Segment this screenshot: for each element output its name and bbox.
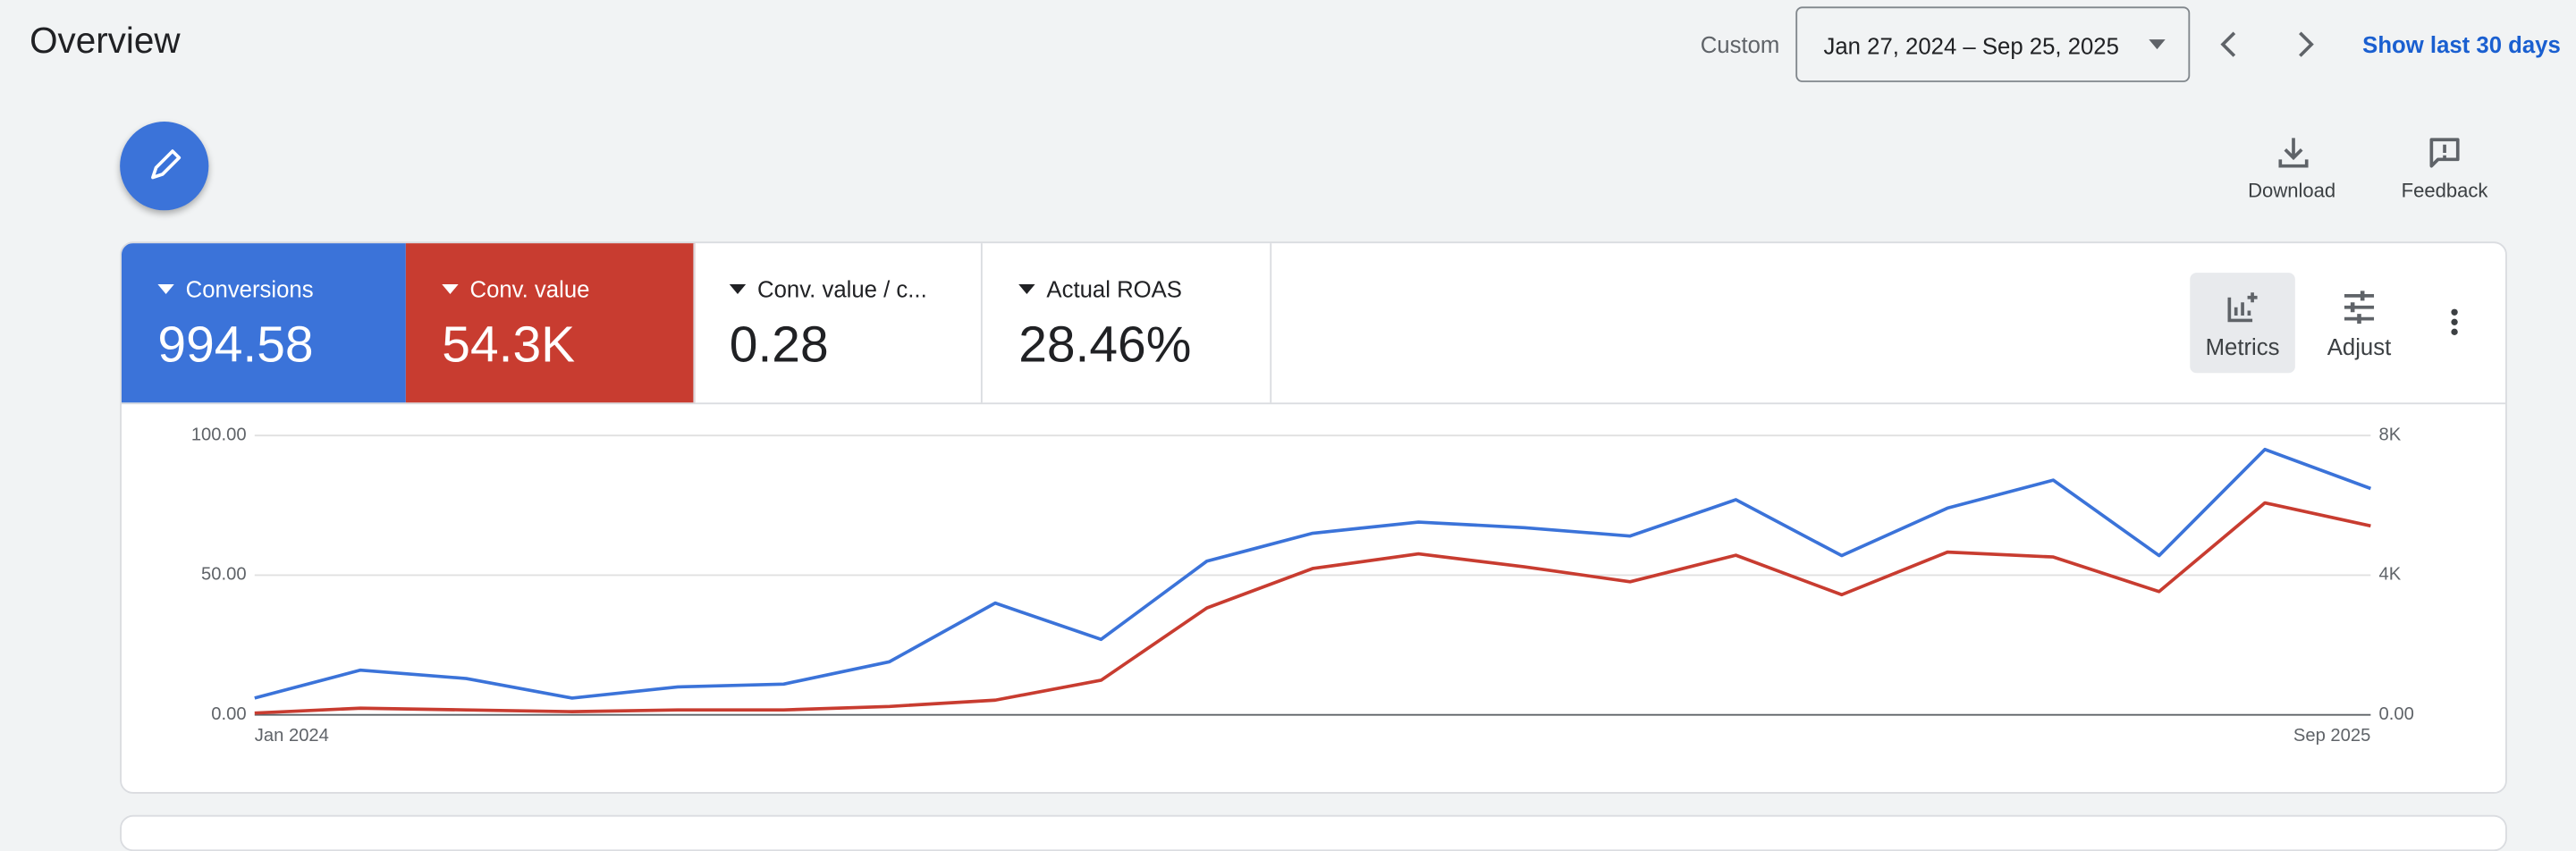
adjust-button[interactable]: Adjust [2307, 273, 2412, 373]
x-tick-label: Jan 2024 [255, 726, 329, 746]
scorecard[interactable]: Conv. value / c... 0.28 [693, 243, 983, 403]
next-period[interactable] [2285, 25, 2325, 64]
chart-card: Conversions 994.58 Conv. value 54.3K Con… [120, 241, 2507, 794]
show-last-30-days[interactable]: Show last 30 days [2362, 30, 2561, 58]
download-icon [2278, 138, 2309, 168]
y2-tick-label: 4K [2379, 565, 2402, 585]
y-tick-label: 50.00 [201, 565, 247, 585]
more-options[interactable] [2438, 306, 2471, 339]
scorecard-value: 54.3K [442, 315, 576, 374]
divider [121, 402, 2506, 405]
scorecard[interactable]: Conversions 994.58 [121, 243, 406, 403]
series-line [254, 501, 2371, 715]
range-label: Custom [1700, 30, 1780, 58]
feedback-icon [2429, 138, 2460, 168]
feedback-label: Feedback [2401, 179, 2488, 203]
metrics-button[interactable]: Metrics [2190, 273, 2295, 374]
download-button[interactable]: Download [2234, 135, 2350, 204]
adjust-icon [2344, 291, 2375, 324]
date-range-picker[interactable]: Jan 27, 2024 – Sep 25, 2025 [1795, 6, 2191, 82]
series-line [254, 447, 2372, 700]
line-chart: 0.00 50.00 100.00 0.00 4K 8K Jan 2024 Sep 2025 [191, 425, 2414, 746]
page-title: Overview [30, 20, 181, 62]
date-range: Jan 27, 2024 – Sep 25, 2025 [1823, 32, 2119, 60]
metrics-label: Metrics [2205, 333, 2280, 360]
previous-period[interactable] [2209, 25, 2249, 64]
y2-tick-label: 0.00 [2379, 704, 2414, 724]
y2-tick-label: 8K [2379, 425, 2402, 444]
overview-screen: Overview Custom Jan 27, 2024 – Sep 25, 2… [0, 0, 2576, 823]
y-tick-label: 0.00 [211, 704, 246, 724]
scorecard-value: 0.28 [729, 315, 829, 374]
scorecard[interactable]: Actual ROAS 28.46% [983, 243, 1272, 403]
download-label: Download [2248, 179, 2336, 203]
pencil-icon [151, 149, 182, 180]
scorecard-label: Actual ROAS [1018, 276, 1182, 302]
scorecard-label: Conversions [157, 276, 314, 302]
scorecard-label: Conv. value / c... [730, 276, 927, 302]
scorecard[interactable]: Conv. value 54.3K [405, 243, 696, 403]
edit-button[interactable] [120, 122, 209, 211]
page: Overview Custom Jan 27, 2024 – Sep 25, 2… [0, 0, 2576, 823]
scorecard-value: 28.46% [1018, 315, 1192, 374]
dropdown-arrow [2149, 39, 2166, 50]
scorecard-label: Conv. value [442, 276, 589, 302]
adjust-label: Adjust [2327, 333, 2392, 360]
x-tick-label: Sep 2025 [2293, 726, 2370, 746]
metrics-icon [2227, 292, 2258, 323]
scorecard-value: 994.58 [157, 315, 314, 374]
feedback-button[interactable]: Feedback [2387, 135, 2503, 204]
y-tick-label: 100.00 [191, 425, 247, 444]
